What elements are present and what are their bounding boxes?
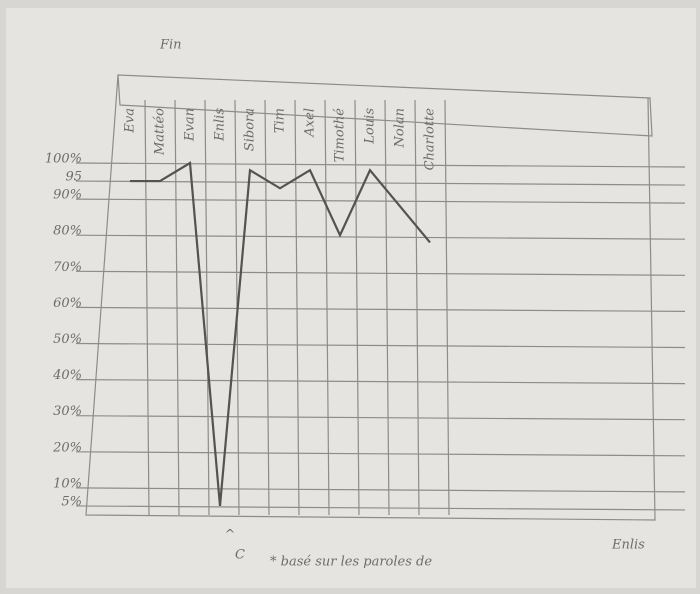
x-tick-label: Louis bbox=[363, 108, 378, 145]
x-tick-label: Charlotte bbox=[423, 108, 438, 171]
y-tick-label: 50% bbox=[53, 332, 82, 347]
x-tick-label: Evan bbox=[183, 108, 198, 142]
footnote-name: Enlis bbox=[611, 538, 645, 553]
x-tick-label: Enlis bbox=[213, 108, 228, 142]
y-tick-label: 5% bbox=[61, 494, 82, 509]
y-tick-label: 40% bbox=[52, 368, 82, 383]
y-tick-label: 95 bbox=[65, 170, 82, 185]
footnote: * basé sur les paroles de bbox=[270, 555, 432, 570]
page: {"chart_data": {"type": "line", "title":… bbox=[0, 0, 700, 594]
x-tick-label: Nolan bbox=[393, 108, 408, 148]
x-tick-label: Timothé bbox=[333, 108, 348, 163]
y-tick-label: 70% bbox=[53, 260, 82, 275]
y-tick-label: 30% bbox=[53, 404, 82, 419]
x-tick-label: Sibora bbox=[243, 108, 258, 151]
y-tick-label: 10% bbox=[53, 476, 82, 491]
y-tick-label: 90% bbox=[53, 188, 82, 203]
chart: Fin ^ C * basé sur les paroles de Enlis … bbox=[0, 0, 700, 594]
annotation: C bbox=[235, 548, 245, 563]
chart-title: Fin bbox=[159, 38, 182, 53]
x-tick-label: Axel bbox=[303, 108, 318, 138]
y-tick-label: 60% bbox=[53, 296, 82, 311]
x-tick-label: Tim bbox=[273, 108, 288, 133]
y-tick-label: 20% bbox=[52, 440, 82, 455]
x-tick-label: Eva bbox=[123, 108, 138, 134]
annotation: ^ bbox=[225, 528, 236, 543]
y-tick-label: 100% bbox=[45, 152, 82, 167]
x-tick-label: Mattéo bbox=[153, 108, 168, 156]
y-tick-label: 80% bbox=[53, 224, 82, 239]
